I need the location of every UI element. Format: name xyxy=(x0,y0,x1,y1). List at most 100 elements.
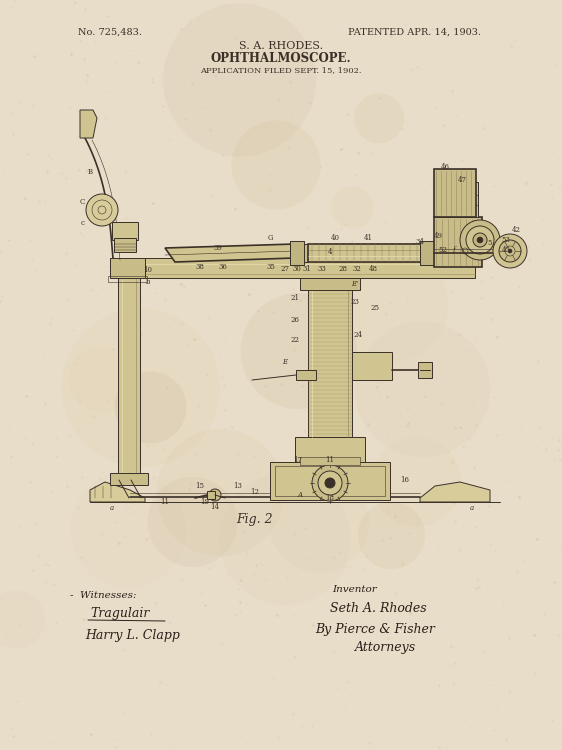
Circle shape xyxy=(358,502,425,569)
Bar xyxy=(114,238,136,252)
Text: 34: 34 xyxy=(415,238,424,246)
Circle shape xyxy=(473,233,487,247)
Circle shape xyxy=(115,371,187,443)
Text: By Pierce & Fisher: By Pierce & Fisher xyxy=(315,622,435,635)
Text: 26: 26 xyxy=(291,316,300,324)
Bar xyxy=(112,222,138,240)
Bar xyxy=(295,266,365,278)
Circle shape xyxy=(163,3,316,157)
Bar xyxy=(145,258,475,278)
Bar xyxy=(270,462,390,500)
Text: G: G xyxy=(268,234,273,242)
Circle shape xyxy=(241,293,357,410)
Circle shape xyxy=(508,249,512,253)
Circle shape xyxy=(270,473,369,573)
Polygon shape xyxy=(420,482,490,502)
Circle shape xyxy=(354,93,404,143)
Text: 47: 47 xyxy=(457,176,466,184)
Circle shape xyxy=(493,234,527,268)
Circle shape xyxy=(499,240,521,262)
Text: E': E' xyxy=(351,280,359,288)
Text: 52: 52 xyxy=(438,246,447,254)
Text: 40: 40 xyxy=(330,234,339,242)
Text: 31: 31 xyxy=(302,265,311,273)
Text: 14: 14 xyxy=(211,503,220,511)
Bar xyxy=(118,275,140,480)
Circle shape xyxy=(333,247,448,362)
Text: 12: 12 xyxy=(251,488,260,496)
Text: b: b xyxy=(146,278,150,286)
Polygon shape xyxy=(165,244,295,262)
Bar xyxy=(296,370,316,380)
Text: 32: 32 xyxy=(352,265,361,273)
Circle shape xyxy=(232,120,321,210)
Text: 11: 11 xyxy=(325,456,334,464)
Text: Fig. 2: Fig. 2 xyxy=(237,514,273,526)
Bar xyxy=(290,241,304,265)
Text: 19: 19 xyxy=(201,498,210,506)
Bar xyxy=(308,244,423,262)
Circle shape xyxy=(318,471,342,495)
Bar xyxy=(110,473,148,485)
Text: 42: 42 xyxy=(511,226,520,234)
Circle shape xyxy=(477,237,483,243)
Bar xyxy=(108,276,147,282)
Text: -  Witnesses:: - Witnesses: xyxy=(70,590,137,599)
Bar xyxy=(418,362,432,378)
Text: PATENTED APR. 14, 1903.: PATENTED APR. 14, 1903. xyxy=(348,28,482,37)
Circle shape xyxy=(325,478,335,488)
Text: 38: 38 xyxy=(196,263,205,271)
Text: 36: 36 xyxy=(219,263,228,271)
Bar xyxy=(207,491,215,499)
Bar xyxy=(438,182,478,217)
Text: 10: 10 xyxy=(143,266,152,274)
Text: Seth A. Rhodes: Seth A. Rhodes xyxy=(330,602,427,616)
Text: Tragulair: Tragulair xyxy=(90,608,149,620)
Text: 18: 18 xyxy=(325,494,334,502)
Circle shape xyxy=(460,220,500,260)
Text: OPHTHALMOSCOPE.: OPHTHALMOSCOPE. xyxy=(211,52,351,64)
Bar xyxy=(352,352,392,380)
Circle shape xyxy=(332,187,374,229)
Circle shape xyxy=(69,346,134,412)
Bar xyxy=(275,466,385,496)
Text: a: a xyxy=(110,504,114,512)
Polygon shape xyxy=(90,482,145,502)
Bar xyxy=(434,217,482,267)
Text: 5: 5 xyxy=(488,239,492,247)
Text: Harry L. Clapp: Harry L. Clapp xyxy=(85,628,180,641)
Text: 48: 48 xyxy=(369,265,378,273)
Text: 15: 15 xyxy=(196,482,205,490)
Circle shape xyxy=(86,194,118,226)
Text: 13: 13 xyxy=(234,482,242,490)
Circle shape xyxy=(312,465,348,501)
Text: 17: 17 xyxy=(293,456,302,464)
Text: S. A. RHODES.: S. A. RHODES. xyxy=(239,41,323,51)
Circle shape xyxy=(148,477,238,567)
Text: B: B xyxy=(88,168,93,176)
Text: 35: 35 xyxy=(266,263,275,271)
Text: A: A xyxy=(297,491,302,499)
Bar xyxy=(290,244,308,262)
Text: 24: 24 xyxy=(353,331,362,339)
Text: f: f xyxy=(452,246,455,254)
Text: 11: 11 xyxy=(161,498,170,506)
Bar xyxy=(295,437,365,462)
Circle shape xyxy=(371,436,461,526)
Polygon shape xyxy=(80,110,97,138)
Text: 53: 53 xyxy=(501,236,510,244)
Text: 16: 16 xyxy=(401,476,410,484)
Circle shape xyxy=(209,489,221,501)
Text: 39: 39 xyxy=(214,244,223,252)
Text: APPLICATION FILED SEPT. 15, 1902.: APPLICATION FILED SEPT. 15, 1902. xyxy=(200,66,362,74)
Text: c: c xyxy=(81,219,85,227)
Bar xyxy=(434,169,476,217)
Text: 33: 33 xyxy=(318,265,327,273)
Text: 25: 25 xyxy=(370,304,379,312)
Text: 4: 4 xyxy=(328,248,332,256)
Text: a: a xyxy=(470,504,474,512)
Circle shape xyxy=(62,308,220,466)
Text: No. 725,483.: No. 725,483. xyxy=(78,28,142,37)
Text: 23: 23 xyxy=(351,298,360,306)
Text: E: E xyxy=(283,358,288,366)
